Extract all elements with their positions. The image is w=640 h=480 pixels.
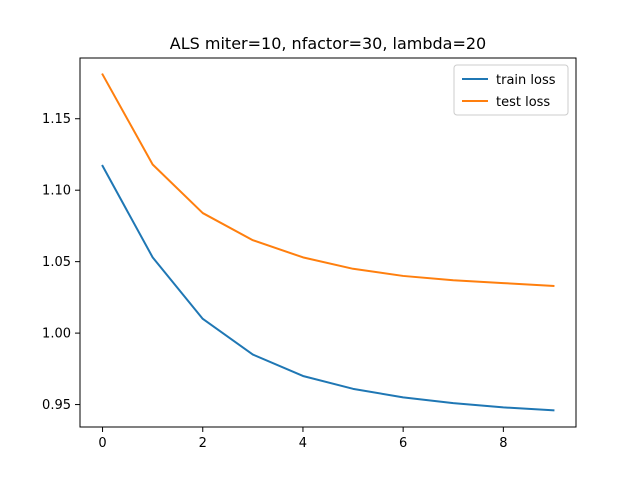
series-line-0	[101, 164, 555, 412]
x-tick-label: 6	[399, 436, 407, 451]
legend-label-1: test loss	[496, 95, 550, 110]
x-tick-label: 8	[499, 436, 507, 451]
chart-title: ALS miter=10, nfactor=30, lambda=20	[170, 34, 486, 53]
axes-layer: 0 2 4 6 8 0.95 1.00 1.05 1.10 1.15	[42, 57, 577, 451]
y-tick-label: 0.95	[42, 398, 71, 413]
y-tick-label: 1.10	[42, 184, 71, 199]
x-tick-label: 4	[299, 436, 307, 451]
legend-box	[453, 64, 569, 116]
plot-frame	[79, 57, 577, 428]
series-layer	[101, 73, 555, 412]
legend: train loss test loss	[453, 64, 569, 116]
legend-label-0: train loss	[496, 73, 556, 88]
y-tick-label: 1.00	[42, 327, 71, 342]
series-line-1	[101, 73, 555, 288]
y-tick-label: 1.05	[42, 255, 71, 270]
x-tick-label: 0	[98, 436, 106, 451]
x-tick-label: 2	[199, 436, 207, 451]
y-tick-label: 1.15	[42, 112, 71, 127]
